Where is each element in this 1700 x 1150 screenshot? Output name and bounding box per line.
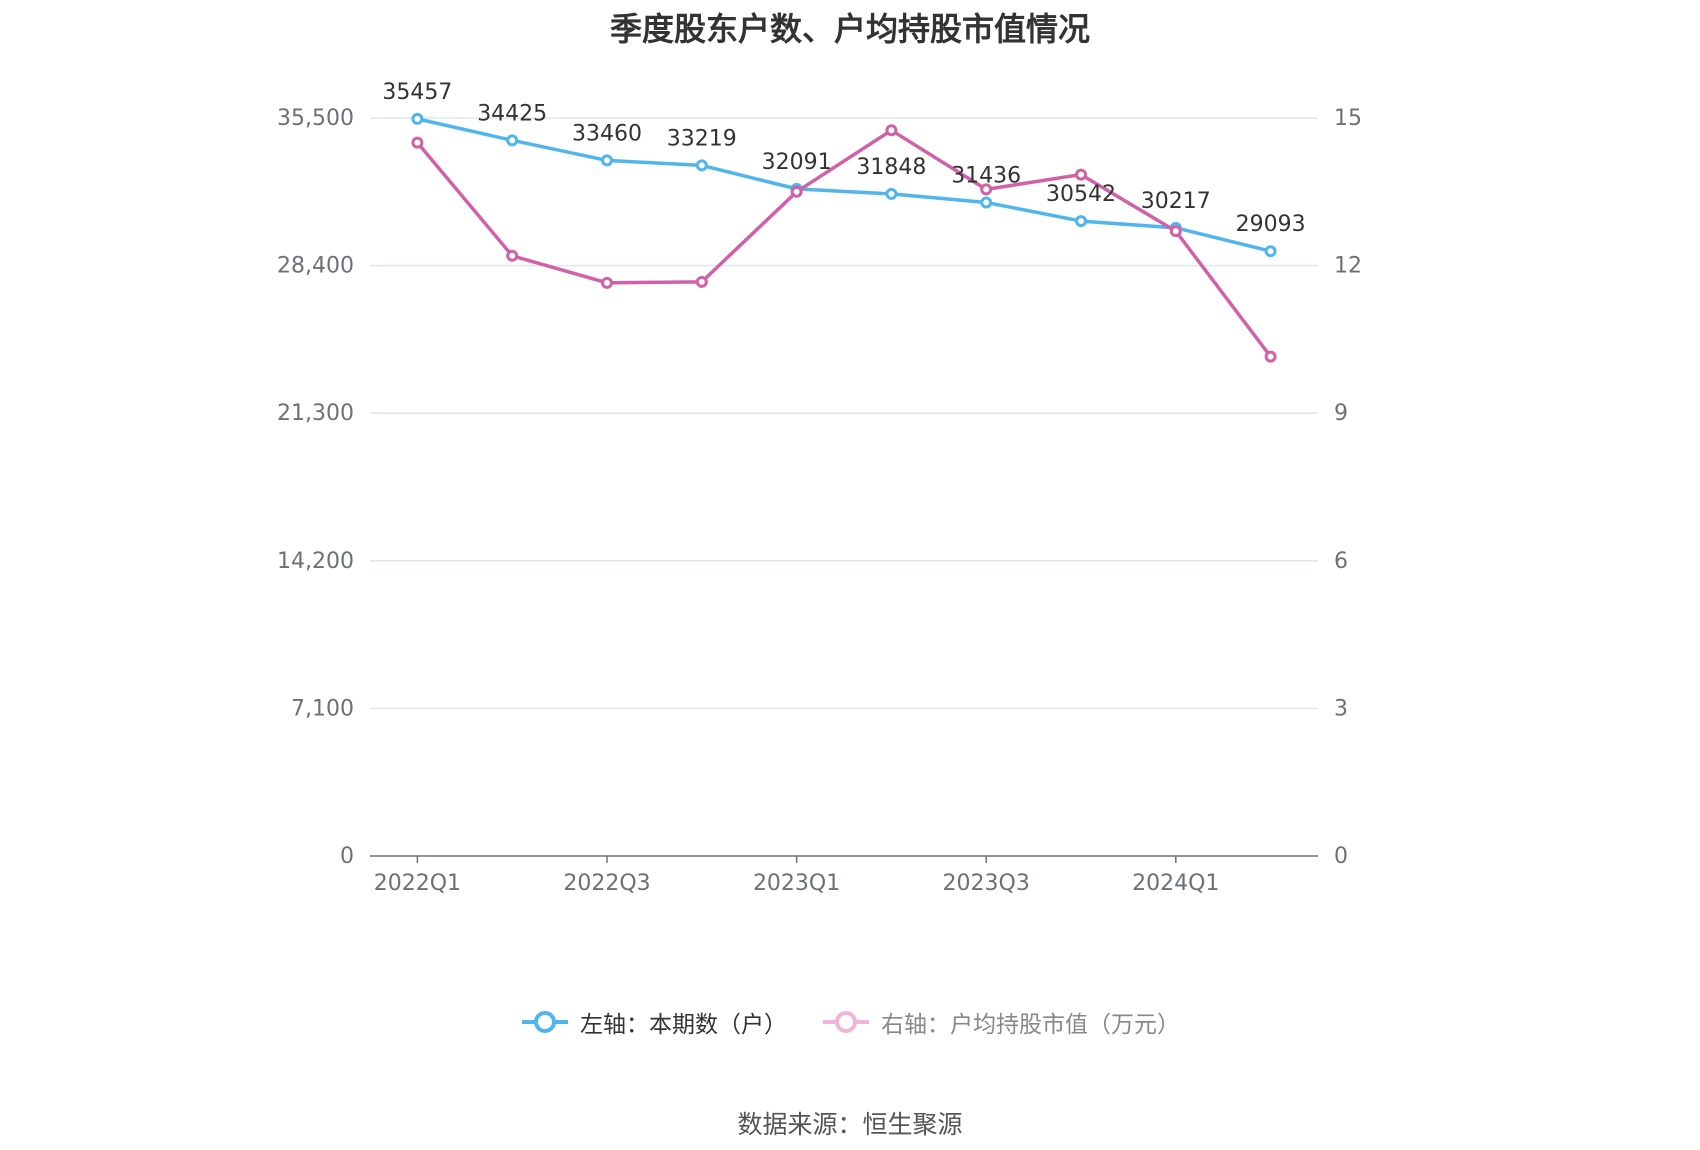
x-tick-label: 2022Q3 xyxy=(563,871,650,896)
data-point-right[interactable] xyxy=(980,183,993,196)
data-point-right[interactable] xyxy=(411,136,424,149)
grid-lines xyxy=(370,117,1318,710)
data-point-right[interactable] xyxy=(695,275,708,288)
y-right-tick-label: 15 xyxy=(1334,106,1362,131)
data-point-left[interactable] xyxy=(1075,215,1087,228)
data-label: 35457 xyxy=(382,80,452,105)
series-lines xyxy=(411,112,1277,363)
legend-label-right: 右轴：户均持股市值（万元） xyxy=(881,1012,1180,1038)
y-left-tick-label: 28,400 xyxy=(277,254,354,279)
data-labels: 35457 34425 33460 33219 32091 31848 31436 30542… xyxy=(382,80,1305,237)
data-point-right[interactable] xyxy=(506,249,519,262)
x-tick-label: 2022Q1 xyxy=(374,871,461,896)
y-left-tick-label: 14,200 xyxy=(277,549,354,574)
x-tick-label: 2023Q1 xyxy=(753,871,840,896)
y-right-tick-label: 12 xyxy=(1334,254,1362,279)
data-label: 30542 xyxy=(1046,182,1116,207)
legend: 左轴：本期数（户） 右轴：户均持股市值（万元） xyxy=(0,1005,1700,1039)
data-point-right[interactable] xyxy=(1264,350,1277,363)
data-label: 31436 xyxy=(951,163,1021,188)
data-label: 34425 xyxy=(477,101,547,126)
data-point-left[interactable] xyxy=(411,112,424,125)
y-right-tick-label: 3 xyxy=(1334,696,1348,721)
x-tick-label: 2023Q3 xyxy=(943,871,1030,896)
y-left-tick-label: 0 xyxy=(340,844,354,869)
data-source: 数据来源：恒生聚源 xyxy=(737,1110,963,1139)
legend-item-left-series[interactable]: 左轴：本期数（户） xyxy=(520,1005,787,1039)
data-point-left[interactable] xyxy=(885,187,898,200)
data-point-left[interactable] xyxy=(980,196,993,209)
y-left-tick-label: 7,100 xyxy=(291,696,354,721)
series-line-left xyxy=(417,117,1272,253)
x-tick-label: 2024Q1 xyxy=(1132,871,1219,896)
data-label: 29093 xyxy=(1236,212,1306,237)
legend-item-right-series[interactable]: 右轴：户均持股市值（万元） xyxy=(821,1005,1180,1039)
y-right-tick-label: 6 xyxy=(1334,549,1348,574)
data-label: 33219 xyxy=(667,126,737,151)
y-right-tick-label: 9 xyxy=(1334,401,1348,426)
data-point-left[interactable] xyxy=(601,154,613,167)
y-right-tick-label: 0 xyxy=(1334,844,1348,869)
data-point-right[interactable] xyxy=(1075,168,1087,181)
legend-symbol-left-icon xyxy=(522,1011,568,1033)
data-label: 32091 xyxy=(762,150,832,175)
chart-title: 季度股东户数、户均持股市值情况 xyxy=(609,10,1090,48)
axes: 0 0 7,100 3 14,200 6 21,300 9 28,400 12 35,500 15 20… xyxy=(277,106,1362,896)
y-left-tick-label: 35,500 xyxy=(277,106,354,131)
data-point-left[interactable] xyxy=(695,159,708,172)
data-point-right[interactable] xyxy=(885,124,898,137)
legend-symbol-right-icon xyxy=(823,1011,869,1033)
data-point-left[interactable] xyxy=(506,134,519,147)
data-point-left[interactable] xyxy=(1264,245,1277,258)
data-point-right[interactable] xyxy=(1169,225,1182,238)
y-left-tick-label: 21,300 xyxy=(277,401,354,426)
legend-label-left: 左轴：本期数（户） xyxy=(580,1012,787,1038)
series-line-right xyxy=(416,128,1272,358)
data-label: 31848 xyxy=(856,155,926,180)
data-label: 30217 xyxy=(1141,189,1211,214)
data-label: 33460 xyxy=(572,121,642,146)
data-point-right[interactable] xyxy=(601,276,613,289)
data-point-right[interactable] xyxy=(790,185,803,198)
